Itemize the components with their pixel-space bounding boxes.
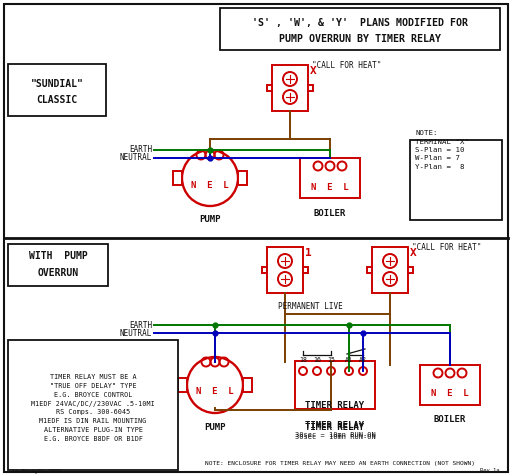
Bar: [295, 361, 375, 409]
Text: "CALL FOR HEAT": "CALL FOR HEAT": [312, 60, 381, 69]
Text: TIMER RELAY: TIMER RELAY: [306, 423, 365, 432]
Text: PERMANENT LIVE: PERMANENT LIVE: [278, 302, 343, 311]
Text: A2: A2: [359, 357, 367, 363]
Bar: [420, 365, 480, 405]
Bar: [8, 340, 178, 470]
Text: PUMP OVERRUN BY TIMER RELAY: PUMP OVERRUN BY TIMER RELAY: [279, 34, 441, 44]
Bar: [243, 378, 252, 392]
Bar: [173, 171, 182, 185]
Text: N  E  L: N E L: [431, 389, 469, 398]
Text: A1: A1: [345, 357, 353, 363]
Text: NEUTRAL: NEUTRAL: [120, 328, 152, 337]
Bar: [262, 267, 267, 273]
Text: EARTH: EARTH: [129, 146, 152, 155]
Text: N  E  L: N E L: [196, 387, 234, 397]
Bar: [410, 140, 502, 220]
Bar: [267, 247, 303, 293]
Text: 'S' , 'W', & 'Y'  PLANS MODIFIED FOR: 'S' , 'W', & 'Y' PLANS MODIFIED FOR: [252, 18, 468, 28]
Text: 1: 1: [305, 248, 312, 258]
Bar: [372, 247, 408, 293]
Text: PUMP: PUMP: [204, 423, 226, 432]
Text: N  E  L: N E L: [191, 180, 229, 189]
Bar: [303, 267, 308, 273]
Text: X: X: [310, 66, 317, 76]
Text: TIMER RELAY: TIMER RELAY: [306, 400, 365, 409]
Text: X: X: [410, 248, 417, 258]
Text: 15: 15: [327, 357, 335, 363]
Bar: [272, 65, 308, 111]
Bar: [220, 8, 500, 50]
Text: "CALL FOR HEAT": "CALL FOR HEAT": [412, 242, 481, 251]
Bar: [308, 85, 313, 91]
Bar: [267, 85, 272, 91]
Text: "SUNDIAL": "SUNDIAL": [31, 79, 83, 89]
Bar: [8, 64, 106, 116]
Text: WITH  PUMP: WITH PUMP: [29, 251, 88, 261]
Text: NEUTRAL: NEUTRAL: [120, 153, 152, 162]
Text: EARTH: EARTH: [129, 320, 152, 329]
Text: 30sec ~ 10mn RUN-ON: 30sec ~ 10mn RUN-ON: [294, 434, 375, 440]
Bar: [300, 158, 360, 198]
Text: 30sec ~ 10mn RUN-ON: 30sec ~ 10mn RUN-ON: [294, 432, 375, 438]
Text: BOILER: BOILER: [314, 208, 346, 218]
Bar: [8, 244, 108, 286]
Text: CLASSIC: CLASSIC: [36, 95, 77, 105]
Text: TIMER RELAY: TIMER RELAY: [306, 420, 365, 429]
Text: NOTE: ENCLOSURE FOR TIMER RELAY MAY NEED AN EARTH CONNECTION (NOT SHOWN): NOTE: ENCLOSURE FOR TIMER RELAY MAY NEED…: [205, 460, 475, 466]
Text: BOILER: BOILER: [434, 416, 466, 425]
Bar: [408, 267, 413, 273]
Bar: [238, 171, 247, 185]
Text: N  E  L: N E L: [311, 182, 349, 191]
Text: PUMP: PUMP: [199, 216, 221, 225]
Text: 18: 18: [299, 357, 307, 363]
Text: Rev 1a: Rev 1a: [480, 468, 500, 474]
Text: OVERRUN: OVERRUN: [37, 268, 78, 278]
Bar: [367, 267, 372, 273]
Text: 16: 16: [313, 357, 321, 363]
Bar: [178, 378, 187, 392]
Text: in BranyDc 2009: in BranyDc 2009: [12, 468, 61, 474]
Text: TIMER RELAY MUST BE A
"TRUE OFF DELAY" TYPE
E.G. BROYCE CONTROL
M1EDF 24VAC/DC//: TIMER RELAY MUST BE A "TRUE OFF DELAY" T…: [31, 375, 155, 442]
Text: NOTE:
TERMINAL "X"
S-Plan = 10
W-Plan = 7
Y-Plan =  8: NOTE: TERMINAL "X" S-Plan = 10 W-Plan = …: [415, 130, 469, 170]
